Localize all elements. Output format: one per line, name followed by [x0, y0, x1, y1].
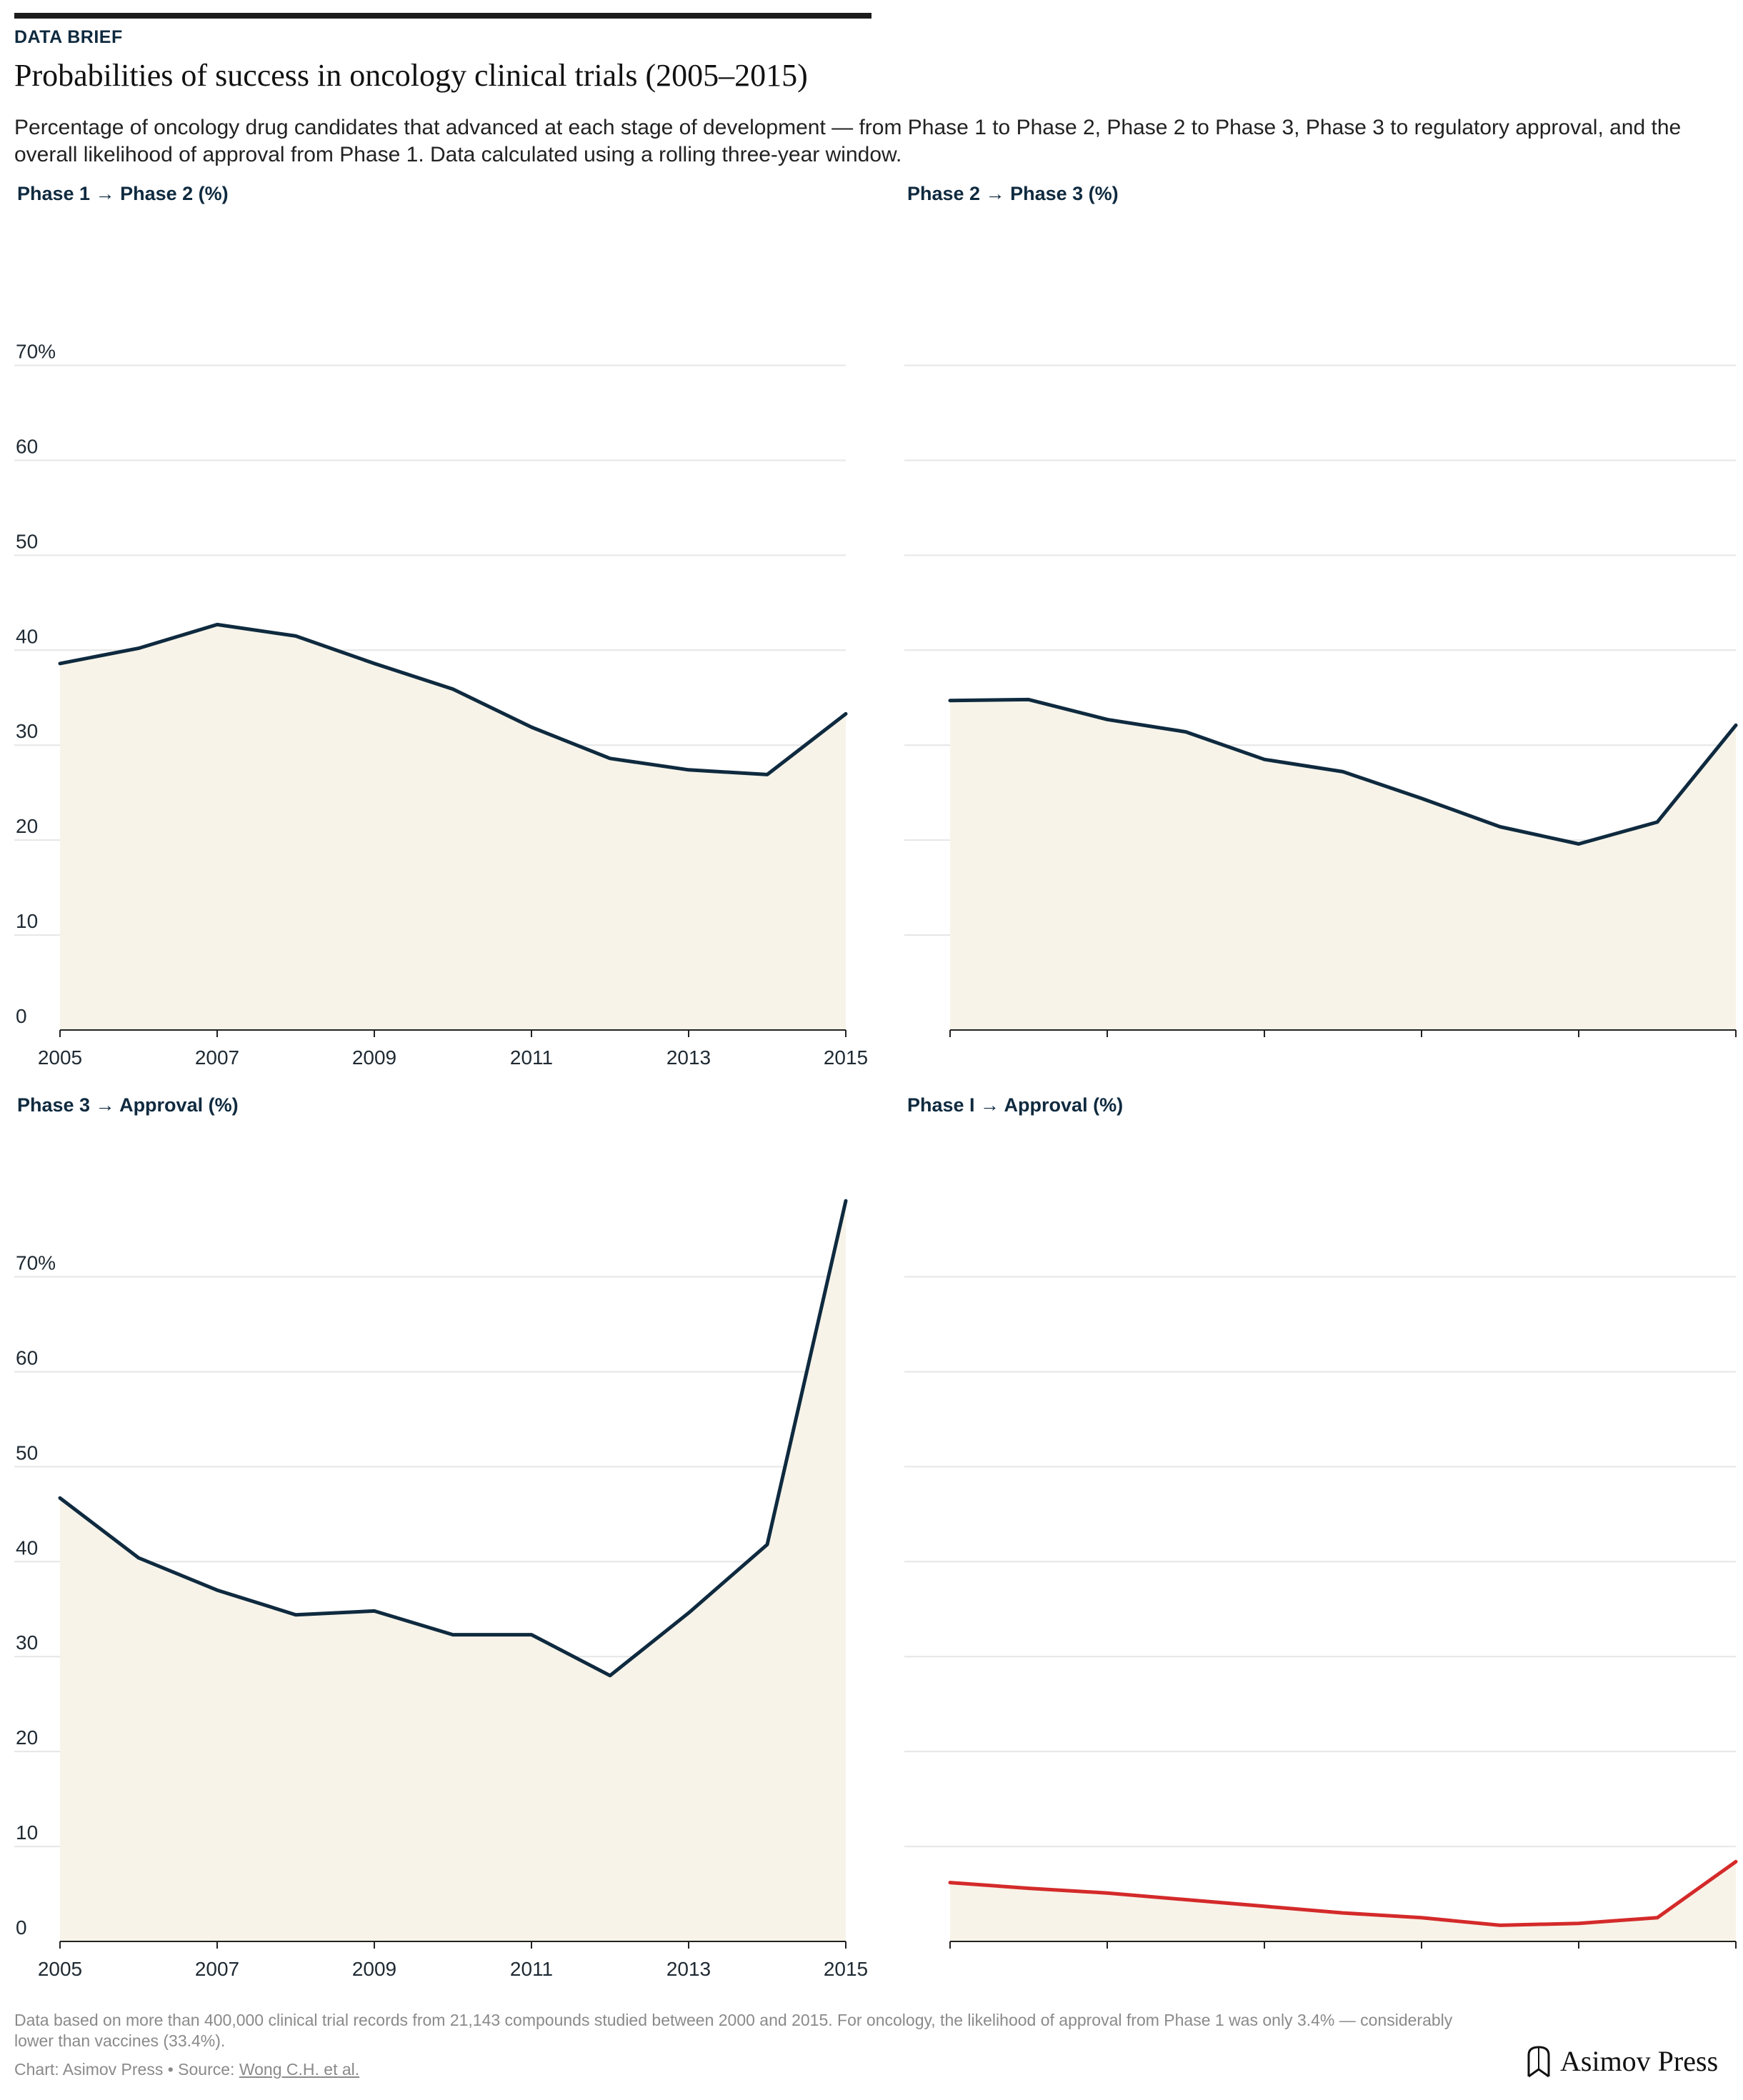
y-tick-label: 30	[16, 1631, 38, 1654]
y-tick-label: 10	[16, 1821, 38, 1844]
page-title: Probabilities of success in oncology cli…	[14, 58, 808, 93]
brand-logo: Asimov Press	[1526, 2044, 1718, 2078]
chart-panel-phase1-approval: Phase I → Approval (%)	[904, 1094, 1743, 1987]
y-tick-label: 50	[16, 1441, 38, 1464]
credit-line: Chart: Asimov Press • Source: Wong C.H. …	[14, 2060, 359, 2079]
top-rule	[14, 13, 872, 19]
x-tick-label: 2011	[510, 1046, 553, 1069]
chart-panel-phase3-approval: Phase 3 → Approval (%) 0 10 20 30 40 50 60 70% 2…	[14, 1094, 868, 1987]
x-tick-label: 2009	[352, 1958, 396, 1980]
x-tick-label: 2005	[38, 1958, 82, 1980]
y-tick-label: 30	[16, 720, 38, 742]
series-area	[950, 699, 1736, 1030]
y-tick-label: 50	[16, 530, 38, 552]
y-tick-label: 70%	[16, 1252, 56, 1274]
x-tick-label: 2007	[195, 1046, 239, 1069]
chart-panel-phase2-phase3: Phase 2 → Phase 3 (%)	[904, 183, 1743, 1076]
chart-panel-phase1-phase2: Phase 1 → Phase 2 (%) 0 10 20 30 40 50 60 70% 20…	[14, 183, 868, 1076]
series-line	[948, 697, 1738, 846]
y-tick-label: 40	[16, 625, 38, 647]
x-tick-label: 2011	[510, 1958, 553, 1980]
chart-phase1-phase2: 0 10 20 30 40 50 60 70% 2005 2007 2009 2011 2013 2015	[14, 341, 868, 1069]
y-tick-label: 0	[16, 1005, 27, 1027]
panel-title: Phase 1 → Phase 2 (%)	[17, 183, 229, 204]
credit-prefix: Chart: Asimov Press • Source:	[14, 2060, 239, 2079]
brand-name: Asimov Press	[1560, 2045, 1719, 2077]
series-line	[58, 622, 848, 776]
panel-title: Phase I → Approval (%)	[907, 1094, 1124, 1116]
kicker: DATA BRIEF	[14, 27, 123, 47]
series-line	[948, 1859, 1738, 1927]
x-tick-label: 2005	[38, 1046, 82, 1069]
chart-phase2-phase3	[904, 364, 1738, 1037]
footnote: Data based on more than 400,000 clinical…	[14, 2011, 1453, 2050]
y-tick-label: 60	[16, 1346, 38, 1369]
x-tick-label: 2013	[666, 1046, 711, 1069]
y-tick-label: 20	[16, 815, 38, 837]
x-tick-label: 2013	[666, 1958, 711, 1980]
y-tick-label: 60	[16, 435, 38, 457]
x-tick-label: 2007	[195, 1958, 239, 1980]
y-tick-label: 70%	[16, 341, 56, 363]
chart-phase3-approval: 0 10 20 30 40 50 60 70% 2005 2007 2009 2011 2013 2015	[14, 1199, 868, 1980]
chart-phase1-approval	[904, 1276, 1738, 1949]
y-tick-label: 10	[16, 910, 38, 932]
panel-title: Phase 2 → Phase 3 (%)	[907, 183, 1119, 204]
series-area	[950, 1861, 1736, 1941]
asimov-logo-icon	[1527, 2045, 1550, 2077]
y-tick-label: 20	[16, 1726, 38, 1749]
x-tick-label: 2015	[824, 1958, 868, 1980]
source-link[interactable]: Wong C.H. et al.	[239, 2060, 360, 2079]
series-area	[60, 1201, 846, 1941]
page-subtitle: Percentage of oncology drug candidates t…	[14, 116, 1682, 166]
x-tick-label: 2009	[352, 1046, 396, 1069]
series-line	[58, 1199, 848, 1678]
series-area	[60, 624, 846, 1030]
x-tick-label: 2015	[824, 1046, 868, 1069]
panel-title: Phase 3 → Approval (%)	[17, 1094, 239, 1116]
y-tick-label: 40	[16, 1536, 38, 1559]
y-tick-label: 0	[16, 1916, 27, 1939]
